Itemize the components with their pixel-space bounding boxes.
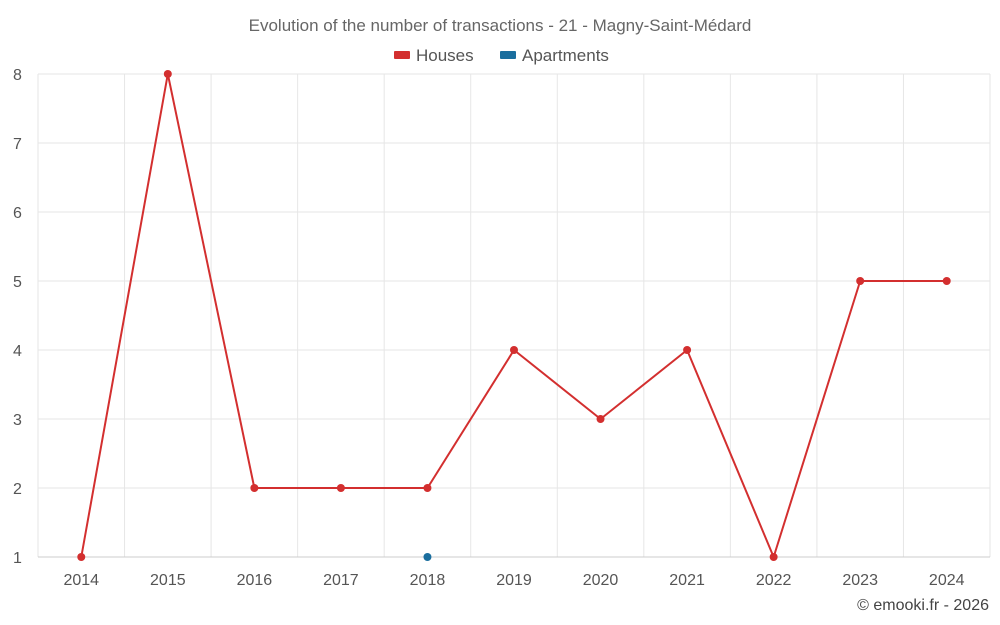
x-tick-label: 2014	[63, 572, 99, 589]
x-tick-label: 2016	[237, 572, 273, 589]
x-tick-label: 2020	[583, 572, 619, 589]
data-point-houses[interactable]	[683, 346, 692, 354]
data-point-houses[interactable]	[250, 484, 259, 492]
x-tick-label: 2018	[410, 572, 446, 589]
series-layer	[77, 70, 951, 561]
y-tick-label: 1	[13, 550, 22, 567]
legend-swatch-houses[interactable]	[394, 51, 410, 59]
data-point-houses[interactable]	[423, 484, 432, 492]
legend-label-houses[interactable]: Houses	[416, 46, 474, 65]
y-tick-label: 5	[13, 274, 22, 291]
x-tick-label: 2017	[323, 572, 359, 589]
x-tick-label: 2021	[669, 572, 705, 589]
y-tick-label: 6	[13, 205, 22, 222]
credit-text: © emooki.fr - 2026	[857, 597, 989, 614]
legend-label-apartments[interactable]: Apartments	[522, 46, 609, 65]
x-tick-label: 2015	[150, 572, 186, 589]
legend: Houses Apartments	[394, 46, 609, 65]
y-tick-label: 2	[13, 481, 22, 498]
y-tick-label: 8	[13, 67, 22, 84]
y-tick-label: 3	[13, 412, 22, 429]
axes: 1 2 3 4 5 6 7 8 2014 2015 2016 2017 2018 2019 2020 2021…	[13, 67, 990, 589]
data-point-houses[interactable]	[336, 484, 345, 492]
x-tick-label: 2023	[842, 572, 878, 589]
data-point-houses[interactable]	[510, 346, 518, 354]
x-tick-label: 2022	[756, 572, 792, 589]
legend-swatch-apartments[interactable]	[500, 51, 516, 59]
data-point-houses[interactable]	[769, 553, 778, 561]
y-tick-label: 4	[13, 343, 22, 360]
y-tick-label: 7	[13, 136, 22, 153]
data-point-houses[interactable]	[856, 277, 865, 285]
data-point-houses[interactable]	[596, 415, 605, 423]
data-point-houses[interactable]	[942, 277, 951, 285]
x-tick-label: 2024	[929, 572, 965, 589]
data-point-houses[interactable]	[163, 70, 172, 78]
x-tick-label: 2019	[496, 572, 532, 589]
data-point-houses[interactable]	[77, 553, 86, 561]
chart-title: Evolution of the number of transactions …	[249, 16, 752, 35]
data-point-apartments[interactable]	[423, 553, 432, 561]
grid	[37, 73, 991, 558]
